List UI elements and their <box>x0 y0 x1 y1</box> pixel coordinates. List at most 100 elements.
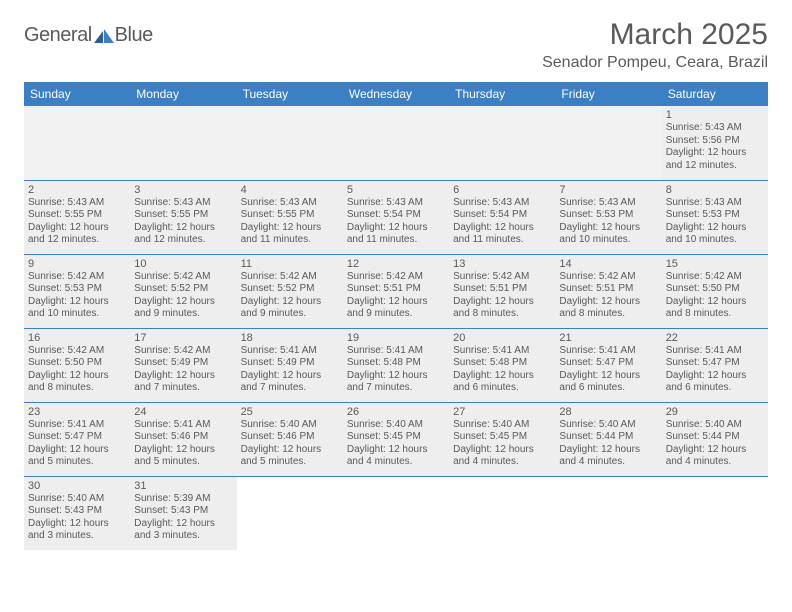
empty-cell <box>662 476 768 550</box>
day-number: 1 <box>666 109 764 121</box>
day-number: 6 <box>453 184 551 196</box>
title-block: March 2025 Senador Pompeu, Ceara, Brazil <box>542 18 768 72</box>
day-number: 3 <box>134 184 232 196</box>
day-cell: 23Sunrise: 5:41 AMSunset: 5:47 PMDayligh… <box>24 402 130 476</box>
day-number: 10 <box>134 258 232 270</box>
weekday-header: Tuesday <box>237 82 343 106</box>
day-number: 22 <box>666 332 764 344</box>
day-details: Sunrise: 5:42 AMSunset: 5:51 PMDaylight:… <box>453 271 551 321</box>
day-number: 14 <box>559 258 657 270</box>
day-cell: 13Sunrise: 5:42 AMSunset: 5:51 PMDayligh… <box>449 254 555 328</box>
day-details: Sunrise: 5:43 AMSunset: 5:53 PMDaylight:… <box>666 197 764 247</box>
day-number: 8 <box>666 184 764 196</box>
day-cell: 11Sunrise: 5:42 AMSunset: 5:52 PMDayligh… <box>237 254 343 328</box>
day-details: Sunrise: 5:41 AMSunset: 5:47 PMDaylight:… <box>666 345 764 395</box>
day-number: 5 <box>347 184 445 196</box>
day-number: 12 <box>347 258 445 270</box>
day-cell: 3Sunrise: 5:43 AMSunset: 5:55 PMDaylight… <box>130 180 236 254</box>
header: General Blue March 2025 Senador Pompeu, … <box>24 18 768 72</box>
day-details: Sunrise: 5:42 AMSunset: 5:49 PMDaylight:… <box>134 345 232 395</box>
day-number: 24 <box>134 406 232 418</box>
day-number: 18 <box>241 332 339 344</box>
day-number: 9 <box>28 258 126 270</box>
calendar-row: 16Sunrise: 5:42 AMSunset: 5:50 PMDayligh… <box>24 328 768 402</box>
day-number: 13 <box>453 258 551 270</box>
day-cell: 27Sunrise: 5:40 AMSunset: 5:45 PMDayligh… <box>449 402 555 476</box>
day-details: Sunrise: 5:42 AMSunset: 5:50 PMDaylight:… <box>28 345 126 395</box>
day-cell: 17Sunrise: 5:42 AMSunset: 5:49 PMDayligh… <box>130 328 236 402</box>
day-details: Sunrise: 5:43 AMSunset: 5:53 PMDaylight:… <box>559 197 657 247</box>
empty-cell <box>555 106 661 180</box>
day-cell: 20Sunrise: 5:41 AMSunset: 5:48 PMDayligh… <box>449 328 555 402</box>
day-cell: 4Sunrise: 5:43 AMSunset: 5:55 PMDaylight… <box>237 180 343 254</box>
logo: General Blue <box>24 24 153 47</box>
calendar-head: SundayMondayTuesdayWednesdayThursdayFrid… <box>24 82 768 106</box>
day-cell: 1Sunrise: 5:43 AMSunset: 5:56 PMDaylight… <box>662 106 768 180</box>
empty-cell <box>343 476 449 550</box>
day-cell: 21Sunrise: 5:41 AMSunset: 5:47 PMDayligh… <box>555 328 661 402</box>
day-details: Sunrise: 5:40 AMSunset: 5:44 PMDaylight:… <box>559 419 657 469</box>
empty-cell <box>237 106 343 180</box>
calendar-row: 30Sunrise: 5:40 AMSunset: 5:43 PMDayligh… <box>24 476 768 550</box>
day-details: Sunrise: 5:40 AMSunset: 5:43 PMDaylight:… <box>28 493 126 543</box>
empty-cell <box>237 476 343 550</box>
day-details: Sunrise: 5:41 AMSunset: 5:46 PMDaylight:… <box>134 419 232 469</box>
day-cell: 26Sunrise: 5:40 AMSunset: 5:45 PMDayligh… <box>343 402 449 476</box>
day-details: Sunrise: 5:41 AMSunset: 5:47 PMDaylight:… <box>559 345 657 395</box>
day-cell: 19Sunrise: 5:41 AMSunset: 5:48 PMDayligh… <box>343 328 449 402</box>
day-cell: 22Sunrise: 5:41 AMSunset: 5:47 PMDayligh… <box>662 328 768 402</box>
day-cell: 8Sunrise: 5:43 AMSunset: 5:53 PMDaylight… <box>662 180 768 254</box>
day-details: Sunrise: 5:39 AMSunset: 5:43 PMDaylight:… <box>134 493 232 543</box>
weekday-header: Monday <box>130 82 236 106</box>
day-details: Sunrise: 5:43 AMSunset: 5:54 PMDaylight:… <box>453 197 551 247</box>
day-details: Sunrise: 5:42 AMSunset: 5:50 PMDaylight:… <box>666 271 764 321</box>
day-cell: 16Sunrise: 5:42 AMSunset: 5:50 PMDayligh… <box>24 328 130 402</box>
day-details: Sunrise: 5:42 AMSunset: 5:52 PMDaylight:… <box>134 271 232 321</box>
day-details: Sunrise: 5:43 AMSunset: 5:55 PMDaylight:… <box>241 197 339 247</box>
day-number: 31 <box>134 480 232 492</box>
day-cell: 10Sunrise: 5:42 AMSunset: 5:52 PMDayligh… <box>130 254 236 328</box>
day-number: 26 <box>347 406 445 418</box>
day-details: Sunrise: 5:40 AMSunset: 5:45 PMDaylight:… <box>453 419 551 469</box>
day-number: 4 <box>241 184 339 196</box>
month-title: March 2025 <box>542 18 768 52</box>
day-number: 16 <box>28 332 126 344</box>
location: Senador Pompeu, Ceara, Brazil <box>542 54 768 72</box>
day-details: Sunrise: 5:41 AMSunset: 5:48 PMDaylight:… <box>453 345 551 395</box>
logo-text-general: General <box>24 24 92 47</box>
empty-cell <box>449 106 555 180</box>
day-cell: 24Sunrise: 5:41 AMSunset: 5:46 PMDayligh… <box>130 402 236 476</box>
day-number: 28 <box>559 406 657 418</box>
weekday-header: Wednesday <box>343 82 449 106</box>
empty-cell <box>130 106 236 180</box>
day-cell: 12Sunrise: 5:42 AMSunset: 5:51 PMDayligh… <box>343 254 449 328</box>
day-details: Sunrise: 5:43 AMSunset: 5:54 PMDaylight:… <box>347 197 445 247</box>
day-details: Sunrise: 5:41 AMSunset: 5:49 PMDaylight:… <box>241 345 339 395</box>
calendar-table: SundayMondayTuesdayWednesdayThursdayFrid… <box>24 82 768 550</box>
day-number: 23 <box>28 406 126 418</box>
calendar-row: 23Sunrise: 5:41 AMSunset: 5:47 PMDayligh… <box>24 402 768 476</box>
day-number: 7 <box>559 184 657 196</box>
empty-cell <box>343 106 449 180</box>
calendar-row: 9Sunrise: 5:42 AMSunset: 5:53 PMDaylight… <box>24 254 768 328</box>
day-details: Sunrise: 5:43 AMSunset: 5:55 PMDaylight:… <box>28 197 126 247</box>
calendar-body: 1Sunrise: 5:43 AMSunset: 5:56 PMDaylight… <box>24 106 768 550</box>
empty-cell <box>555 476 661 550</box>
day-number: 15 <box>666 258 764 270</box>
day-cell: 2Sunrise: 5:43 AMSunset: 5:55 PMDaylight… <box>24 180 130 254</box>
day-details: Sunrise: 5:42 AMSunset: 5:52 PMDaylight:… <box>241 271 339 321</box>
calendar-page: General Blue March 2025 Senador Pompeu, … <box>0 0 792 568</box>
sail-icon <box>94 29 114 43</box>
day-number: 30 <box>28 480 126 492</box>
day-details: Sunrise: 5:41 AMSunset: 5:47 PMDaylight:… <box>28 419 126 469</box>
day-details: Sunrise: 5:43 AMSunset: 5:56 PMDaylight:… <box>666 122 764 172</box>
weekday-header: Sunday <box>24 82 130 106</box>
weekday-header: Saturday <box>662 82 768 106</box>
day-cell: 30Sunrise: 5:40 AMSunset: 5:43 PMDayligh… <box>24 476 130 550</box>
day-details: Sunrise: 5:42 AMSunset: 5:51 PMDaylight:… <box>559 271 657 321</box>
day-details: Sunrise: 5:41 AMSunset: 5:48 PMDaylight:… <box>347 345 445 395</box>
calendar-row: 2Sunrise: 5:43 AMSunset: 5:55 PMDaylight… <box>24 180 768 254</box>
day-details: Sunrise: 5:42 AMSunset: 5:51 PMDaylight:… <box>347 271 445 321</box>
day-cell: 25Sunrise: 5:40 AMSunset: 5:46 PMDayligh… <box>237 402 343 476</box>
day-cell: 9Sunrise: 5:42 AMSunset: 5:53 PMDaylight… <box>24 254 130 328</box>
